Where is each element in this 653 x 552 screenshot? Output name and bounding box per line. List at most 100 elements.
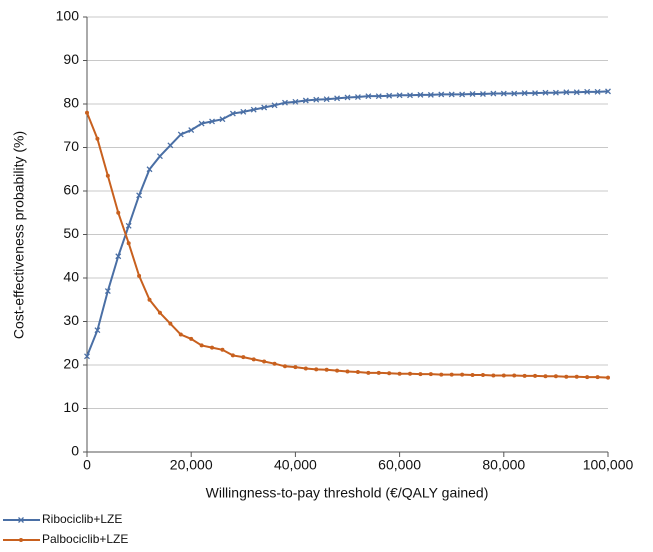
- data-point: [198, 120, 205, 127]
- data-point: [168, 321, 173, 326]
- y-tick-label: 70: [63, 138, 79, 154]
- data-point: [448, 91, 455, 98]
- data-point: [354, 94, 361, 100]
- data-point: [491, 373, 496, 378]
- data-point: [584, 88, 591, 95]
- data-point: [137, 273, 142, 278]
- x-tick-label: 100,000: [583, 457, 634, 473]
- data-point: [335, 368, 340, 373]
- data-point: [417, 91, 424, 98]
- data-point: [271, 102, 278, 109]
- data-point: [501, 373, 506, 378]
- data-point: [573, 89, 580, 96]
- data-point: [552, 89, 559, 96]
- y-tick-label: 10: [63, 399, 79, 415]
- data-point: [564, 374, 569, 379]
- data-point: [220, 347, 225, 352]
- y-tick-label: 40: [63, 269, 79, 285]
- data-point: [595, 375, 600, 380]
- x-tick-label: 80,000: [482, 457, 525, 473]
- data-point: [84, 353, 90, 360]
- data-point: [532, 90, 539, 97]
- data-point: [408, 371, 413, 376]
- data-point: [219, 116, 226, 123]
- data-point: [365, 93, 372, 100]
- data-point: [355, 369, 360, 374]
- data-point: [241, 355, 246, 360]
- data-point: [511, 90, 518, 97]
- data-point: [116, 210, 121, 215]
- x-tick-label: 60,000: [378, 457, 421, 473]
- data-point: [209, 118, 215, 125]
- data-point: [272, 361, 277, 366]
- data-point: [500, 90, 507, 97]
- data-point: [261, 104, 268, 111]
- y-tick-label: 60: [63, 182, 79, 198]
- y-tick-label: 100: [56, 8, 80, 24]
- data-point: [480, 373, 485, 378]
- data-point: [396, 92, 403, 99]
- data-point: [293, 365, 298, 370]
- data-point: [230, 353, 235, 358]
- data-point: [428, 372, 433, 377]
- data-point: [126, 241, 131, 246]
- y-tick-label: 0: [71, 443, 79, 459]
- data-point: [188, 127, 195, 134]
- data-point: [147, 297, 152, 302]
- legend-label: Ribociclib+LZE: [42, 512, 122, 526]
- data-point: [480, 91, 486, 97]
- y-tick-label: 90: [63, 51, 79, 67]
- data-point: [397, 371, 402, 376]
- data-point: [585, 375, 590, 380]
- data-point: [574, 374, 579, 379]
- data-point: [146, 166, 153, 173]
- data-point: [418, 372, 423, 377]
- data-point: [324, 367, 329, 372]
- data-point: [469, 91, 476, 97]
- data-point: [262, 359, 267, 364]
- data-point: [282, 364, 287, 369]
- data-point: [563, 89, 570, 96]
- data-point: [470, 373, 475, 378]
- data-point: [334, 95, 341, 102]
- x-tick-label: 0: [83, 457, 91, 473]
- data-point: [553, 374, 558, 379]
- data-point: [521, 90, 528, 97]
- data-point: [302, 97, 309, 104]
- data-point: [85, 110, 89, 115]
- data-point: [210, 345, 215, 350]
- data-point: [167, 142, 174, 149]
- data-point: [199, 343, 204, 348]
- data-point: [375, 93, 382, 100]
- data-point: [178, 332, 183, 337]
- data-point: [314, 367, 319, 372]
- data-point: [323, 96, 330, 103]
- data-point: [189, 336, 194, 341]
- data-point: [438, 91, 445, 98]
- data-point: [136, 192, 143, 199]
- data-point: [115, 253, 122, 260]
- y-axis-title: Cost-effectiveness probability (%): [11, 131, 27, 339]
- y-tick-label: 50: [63, 225, 79, 241]
- legend-label: Palbociclib+LZE: [42, 532, 128, 546]
- data-point: [229, 110, 236, 117]
- legend-marker: [18, 517, 24, 523]
- data-point: [313, 96, 320, 103]
- x-axis-title: Willingness-to-pay threshold (€/QALY gai…: [206, 485, 489, 501]
- data-point: [292, 98, 299, 105]
- y-tick-label: 30: [63, 312, 79, 328]
- data-point: [345, 369, 350, 374]
- y-tick-label: 20: [63, 356, 79, 372]
- data-point: [376, 370, 381, 375]
- data-point: [104, 288, 111, 295]
- y-tick-label: 80: [63, 95, 79, 111]
- data-point: [94, 327, 101, 334]
- data-point: [490, 90, 497, 97]
- series-line: [86, 112, 609, 379]
- data-point: [95, 136, 100, 141]
- data-point: [177, 131, 184, 138]
- x-tick-label: 20,000: [170, 457, 213, 473]
- data-point: [250, 106, 257, 113]
- data-point: [460, 372, 465, 377]
